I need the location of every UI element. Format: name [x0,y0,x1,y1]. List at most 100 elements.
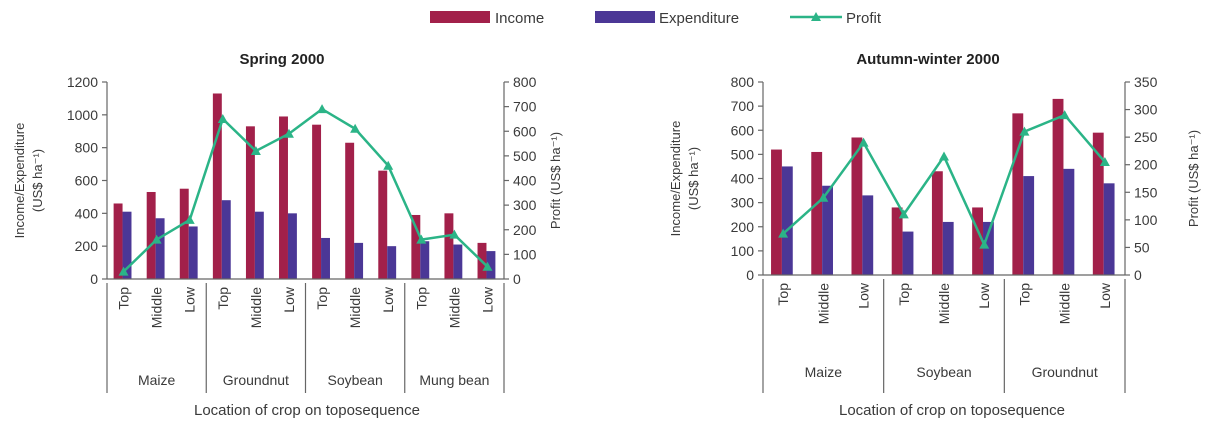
expenditure-bar [155,218,165,279]
profit-line [122,107,489,273]
expenditure-bar [1023,176,1035,275]
income-bar [378,170,388,279]
left-tick-label: 500 [731,146,755,162]
legend-income-swatch [430,11,490,23]
income-bar [851,137,863,275]
category-label: Middle [936,283,952,324]
group-label: Mung bean [419,372,489,388]
right-tick-label: 0 [513,271,521,287]
category-label: Low [1097,282,1113,309]
expenditure-bar [862,195,874,275]
left-tick-label: 200 [75,238,99,254]
profit-point [118,266,129,276]
income-bar [245,126,255,279]
category-label: Top [413,287,429,310]
right-tick-label: 300 [513,197,537,213]
category-label: Top [314,287,330,310]
left-axis-unit: (US$ ha⁻¹) [30,149,45,212]
right-tick-label: 800 [513,74,537,90]
profit-point [778,228,789,238]
expenditure-bar [453,244,463,279]
expenditure-bar [287,213,297,279]
right-tick-label: 700 [513,99,537,115]
category-label: Top [896,283,912,306]
left-tick-label: 300 [731,195,755,211]
profit-point [184,214,195,224]
category-label: Top [116,287,132,310]
profit-point [1099,156,1110,166]
profit-point [283,128,294,138]
left-tick-label: 800 [731,74,755,90]
category-label: Top [215,287,231,310]
right-tick-label: 150 [1134,184,1158,200]
income-bar [212,93,222,279]
right-tick-label: 200 [513,222,537,238]
income-bar [113,203,123,279]
group-label: Soybean [327,372,382,388]
group-label: Maize [805,364,843,380]
right-tick-label: 200 [1134,157,1158,173]
profit-point [1019,126,1030,136]
profit-point [317,104,328,114]
right-tick-label: 300 [1134,102,1158,118]
category-label: Middle [1057,283,1073,324]
expenditure-bar [122,211,132,279]
left-tick-label: 800 [75,140,99,156]
chart-title: Autumn-winter 2000 [856,51,999,68]
category-label: Low [976,282,992,309]
group-label: Soybean [916,364,971,380]
spring-2000-chart: 0 200 400 600 800 1000 1200 0 100 200 300 400 500 600… [12,51,563,419]
profit-point [449,229,460,239]
expenditure-bar [354,242,364,279]
category-label: Low [856,282,872,309]
left-tick-label: 1200 [67,74,98,90]
profit-point [939,151,949,161]
income-bar [811,151,823,275]
category-label: Low [182,286,198,313]
income-bar [444,213,454,279]
left-tick-label: 200 [731,219,755,235]
income-bar [1092,132,1104,275]
x-axis-label: Location of crop on toposequence [194,402,420,419]
category-label: Middle [446,287,462,328]
income-bar [345,142,355,279]
income-bar [1012,113,1024,275]
group-label: Groundnut [223,372,289,388]
income-bar [179,188,189,279]
income-bar [279,116,288,279]
expenditure-bar [822,185,833,275]
left-axis-label: Income/Expenditure [12,123,27,239]
left-tick-label: 400 [75,205,99,221]
expenditure-bar [387,246,397,279]
income-bar [312,124,322,279]
expenditure-bar [188,226,198,279]
right-tick-label: 350 [1134,74,1158,90]
category-label: Middle [347,287,363,328]
left-tick-label: 100 [731,243,755,259]
legend: Income Expenditure Profit [430,10,882,27]
x-axis-label: Location of crop on toposequence [839,402,1065,419]
income-bar [891,207,903,275]
right-tick-label: 400 [513,173,537,189]
category-label: Top [775,283,791,306]
expenditure-bar [221,200,231,279]
profit-point [858,137,869,147]
autumn-winter-2000-chart: 0 100 200 300 400 500 600 700 800 0 50 100 150 200 250… [668,51,1201,419]
expenditure-bar [321,237,330,279]
left-tick-label: 1000 [67,107,98,123]
right-tick-label: 250 [1134,129,1158,145]
left-tick-label: 600 [731,122,755,138]
profit-point [350,123,361,133]
right-tick-label: 500 [513,148,537,164]
left-tick-label: 400 [731,171,755,187]
expenditure-bar [1063,168,1075,275]
legend-profit-label: Profit [846,10,882,27]
category-label: Middle [248,287,264,328]
profit-point [818,192,829,202]
income-bar [972,207,984,275]
profit-point [979,239,990,249]
profit-point [250,145,261,155]
profit-point [898,209,909,219]
income-bar [771,149,782,275]
